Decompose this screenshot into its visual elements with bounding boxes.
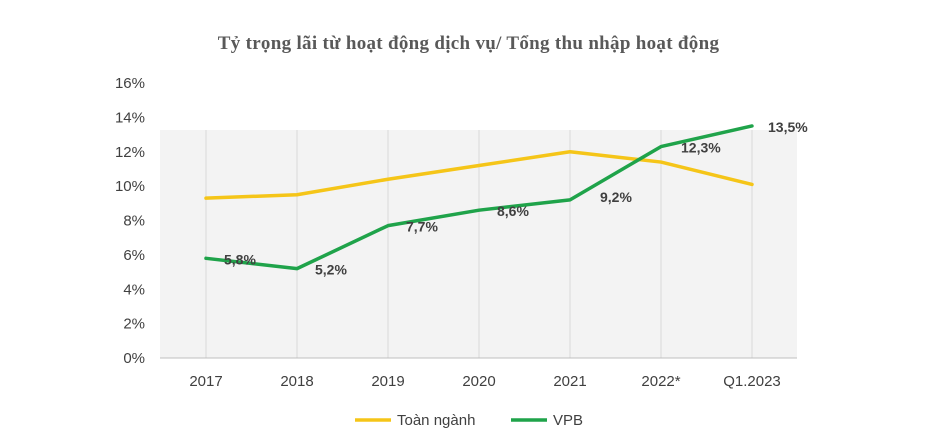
data-label: 5,2%	[315, 262, 347, 278]
x-tick-label: 2021	[553, 373, 586, 390]
series-line-toan-nganh	[204, 150, 754, 200]
y-tick-label: 4%	[123, 281, 145, 298]
legend-label-vpb: VPB	[553, 412, 583, 429]
x-tick-label: 2022*	[641, 373, 680, 390]
x-tick-label: 2020	[462, 373, 495, 390]
x-tick-label: 2019	[371, 373, 404, 390]
data-label: 13,5%	[768, 119, 808, 135]
x-tick-label: 2018	[280, 373, 313, 390]
y-tick-label: 0%	[123, 350, 145, 367]
y-tick-label: 16%	[115, 75, 145, 92]
y-tick-label: 12%	[115, 144, 145, 161]
x-tick-label: 2017	[189, 373, 222, 390]
legend-label-toan-nganh: Toàn ngành	[397, 412, 475, 429]
series-line-vpb	[204, 124, 754, 271]
data-label: 12,3%	[681, 140, 721, 156]
data-label: 9,2%	[600, 189, 632, 205]
y-tick-label: 10%	[115, 178, 145, 195]
data-label: 7,7%	[406, 219, 438, 235]
x-tick-label: Q1.2023	[723, 373, 781, 390]
chart-title: Tỷ trọng lãi từ hoạt động dịch vụ/ Tổng …	[217, 33, 720, 54]
y-tick-label: 8%	[123, 213, 145, 230]
data-label: 5,8%	[224, 251, 256, 267]
y-tick-label: 2%	[123, 316, 145, 333]
data-label: 8,6%	[497, 203, 529, 219]
y-tick-label: 14%	[115, 109, 145, 126]
y-tick-label: 6%	[123, 247, 145, 264]
